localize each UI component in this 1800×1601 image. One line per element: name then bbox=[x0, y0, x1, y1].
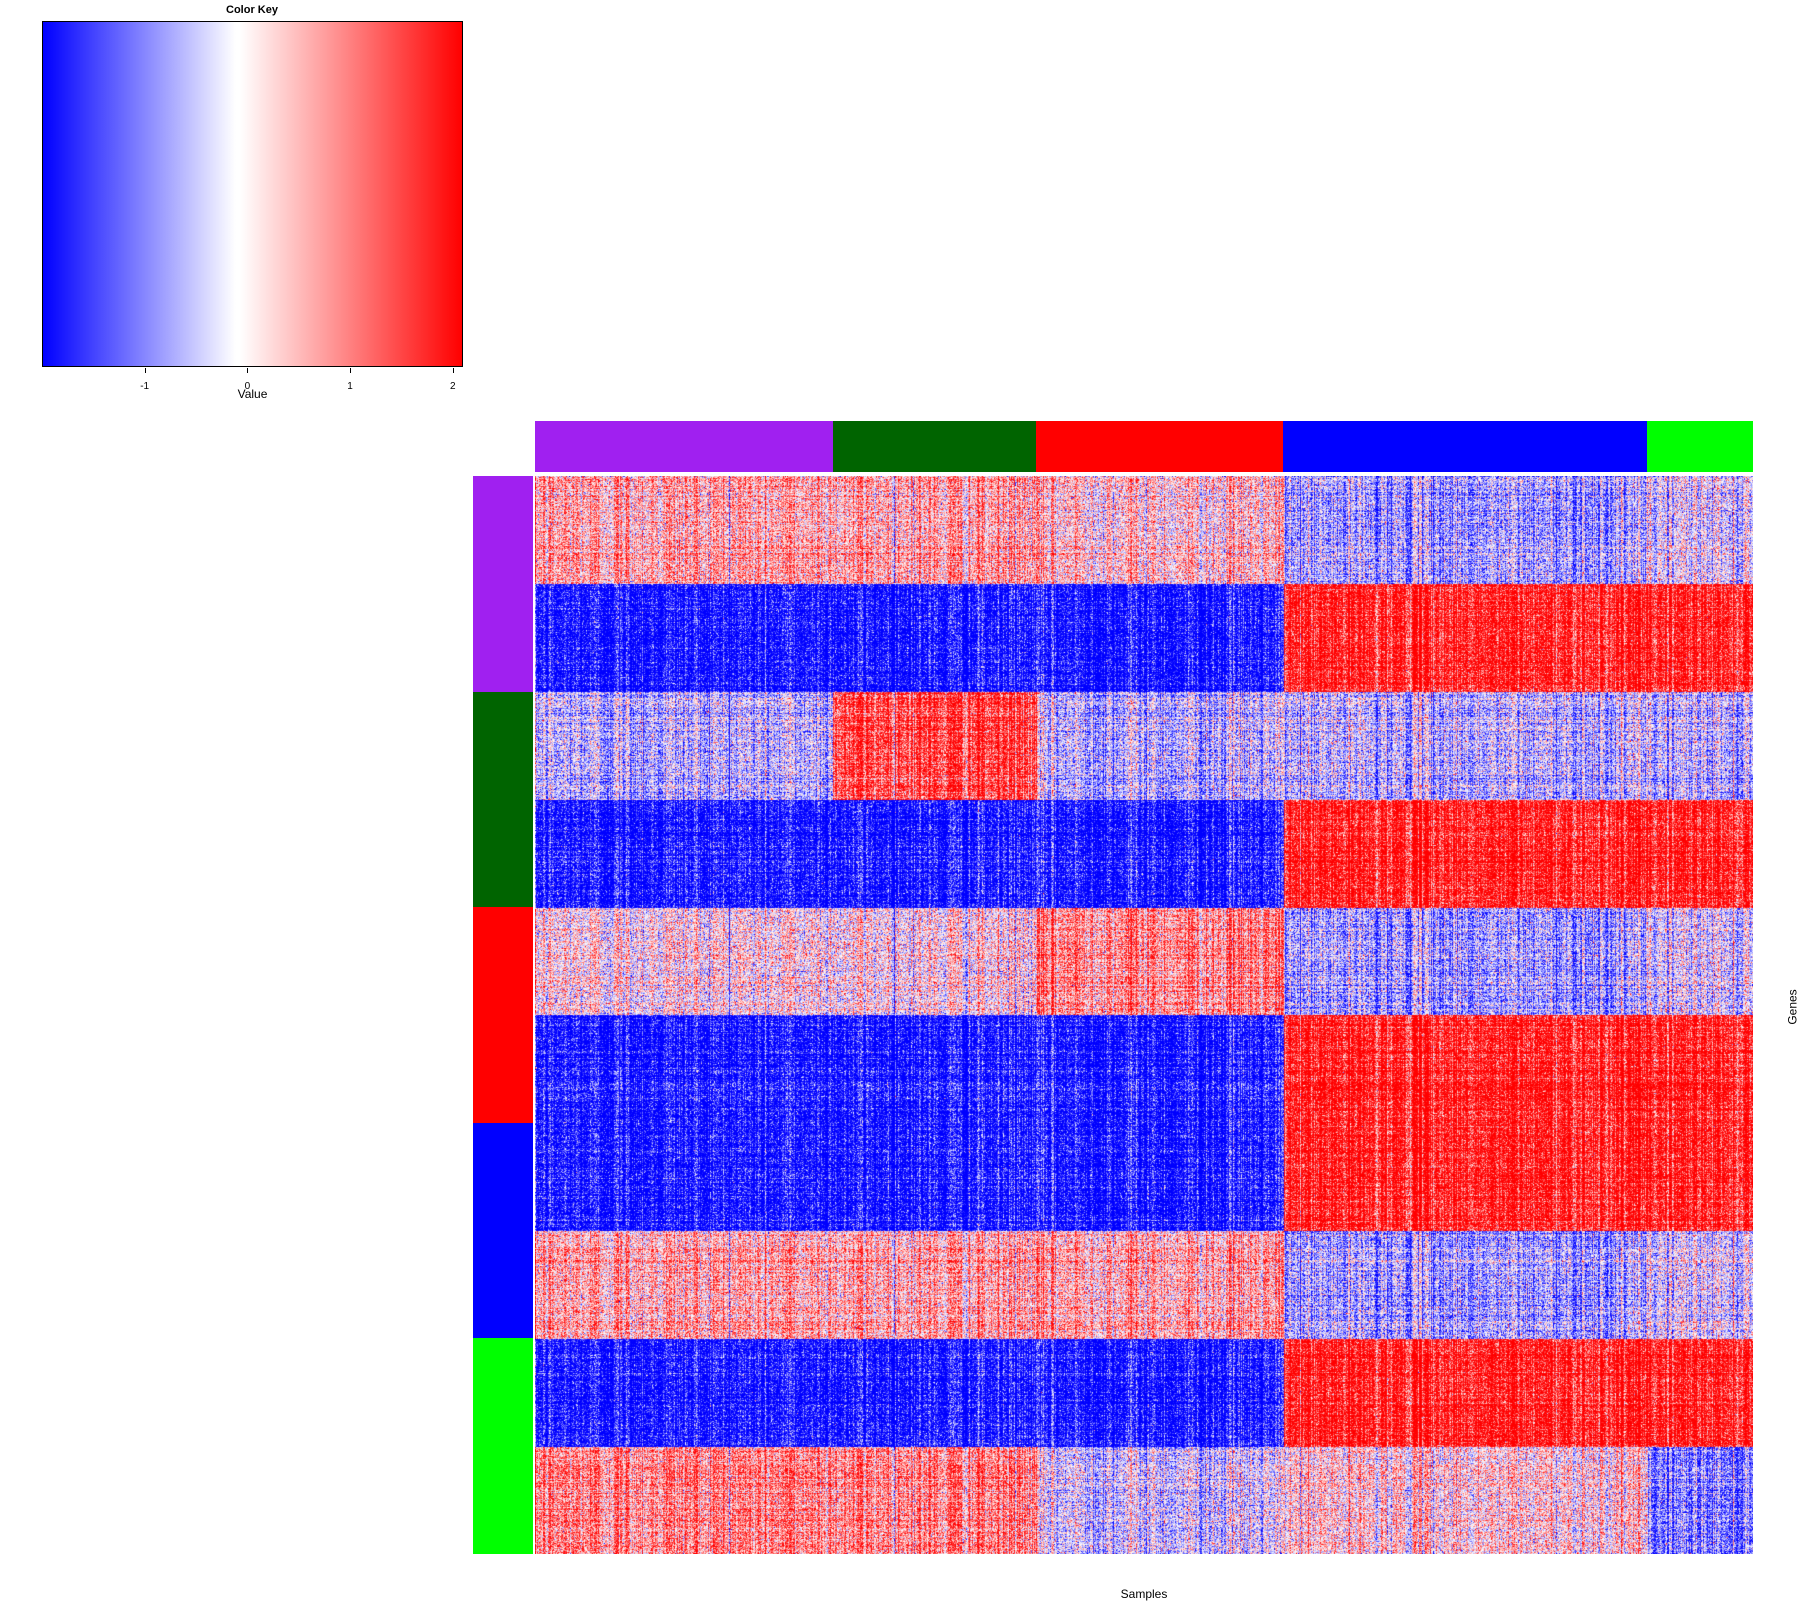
y-axis-label: Genes bbox=[1785, 989, 1800, 1025]
column-group-purple bbox=[535, 421, 833, 472]
row-group-blue bbox=[473, 1122, 533, 1339]
color-key-title: Color Key bbox=[226, 4, 278, 16]
color-key-tick-label: 1 bbox=[347, 381, 353, 392]
color-key-gradient bbox=[42, 21, 463, 367]
column-group-green bbox=[1646, 421, 1753, 472]
row-group-darkgreen bbox=[473, 691, 533, 908]
column-group-red bbox=[1036, 421, 1284, 472]
color-key-tick-mark bbox=[350, 368, 352, 373]
column-group-blue bbox=[1283, 421, 1647, 472]
row-group-green bbox=[473, 1338, 533, 1554]
color-key-xlabel: Value bbox=[237, 387, 268, 401]
heatmap-matrix bbox=[535, 476, 1753, 1554]
row-group-purple bbox=[473, 476, 533, 692]
x-axis-label: Samples bbox=[1120, 1587, 1168, 1601]
row-group-red bbox=[473, 907, 533, 1123]
color-key-tick-label: 2 bbox=[449, 381, 456, 392]
color-key-tick-mark bbox=[144, 368, 146, 373]
color-key-tick-mark bbox=[452, 368, 454, 373]
color-key-tick-mark bbox=[247, 368, 249, 373]
color-key-tick-label: -1 bbox=[140, 381, 150, 392]
column-group-darkgreen bbox=[832, 421, 1037, 472]
color-key-tick-label: 0 bbox=[244, 381, 251, 392]
